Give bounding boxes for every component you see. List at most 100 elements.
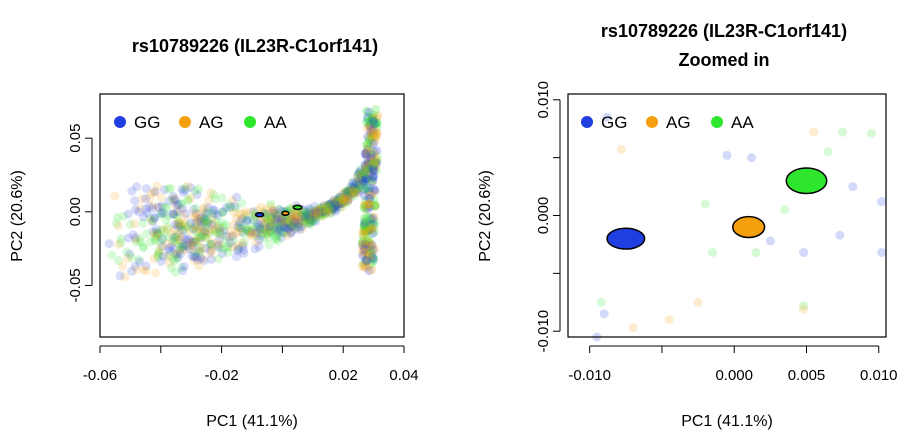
sample-point-aa: [312, 209, 322, 219]
sample-point-aa: [154, 246, 164, 256]
sample-point-ag: [203, 227, 213, 237]
sample-point-ag: [317, 209, 327, 219]
sample-point-aa: [305, 204, 315, 214]
sample-point-aa: [241, 224, 251, 234]
sample-point-gg: [799, 248, 809, 258]
panel-1-genotype-centroids: [254, 204, 303, 218]
sample-point-gg: [358, 251, 368, 261]
sample-point-ag: [369, 148, 379, 158]
sample-point-aa: [344, 183, 354, 193]
sample-point-aa: [365, 170, 375, 180]
sample-point-aa: [365, 134, 375, 144]
sample-point-aa: [328, 203, 338, 213]
sample-point-gg: [747, 153, 757, 163]
sample-point-aa: [361, 106, 371, 116]
sample-point-gg: [189, 204, 199, 214]
sample-point-aa: [360, 219, 370, 229]
sample-point-aa: [371, 166, 381, 176]
sample-point-ag: [693, 297, 703, 307]
sample-point-gg: [360, 159, 370, 169]
sample-point-ag: [335, 197, 345, 207]
sample-point-ag: [246, 229, 256, 239]
sample-point-gg: [189, 237, 199, 247]
sample-point-aa: [305, 216, 315, 226]
panel-1-sample-points: [104, 104, 383, 282]
sample-point-gg: [317, 203, 327, 213]
sample-point-aa: [168, 236, 178, 246]
sample-point-ag: [187, 239, 197, 249]
sample-point-aa: [348, 191, 358, 201]
sample-point-ag: [274, 210, 284, 220]
legend-marker-gg: [581, 116, 593, 128]
sample-point-aa: [199, 215, 209, 225]
sample-point-gg: [238, 241, 248, 251]
sample-point-gg: [237, 223, 247, 233]
sample-point-ag: [186, 241, 196, 251]
sample-point-gg: [156, 208, 166, 218]
sample-point-gg: [203, 218, 213, 228]
sample-point-gg: [330, 199, 340, 209]
panel-2-y-axis: -0.010 0.000 0.010: [535, 81, 561, 352]
sample-point-ag: [367, 157, 377, 167]
sample-point-ag: [207, 245, 217, 255]
sample-point-gg: [368, 176, 378, 186]
sample-point-aa: [180, 225, 190, 235]
sample-point-aa: [363, 233, 373, 243]
sample-point-gg: [150, 213, 160, 223]
sample-point-gg: [330, 200, 340, 210]
sample-point-gg: [340, 194, 350, 204]
legend-label-aa: AA: [264, 113, 287, 132]
sample-point-aa: [359, 170, 369, 180]
sample-point-aa: [324, 199, 334, 209]
sample-point-ag: [286, 217, 296, 227]
sample-point-ag: [132, 265, 142, 275]
sample-point-ag: [260, 222, 270, 232]
sample-point-gg: [306, 209, 316, 219]
sample-point-gg: [354, 168, 364, 178]
sample-point-aa: [155, 237, 165, 247]
sample-point-gg: [367, 240, 377, 250]
sample-point-aa: [255, 223, 265, 233]
sample-point-aa: [174, 218, 184, 228]
sample-point-aa: [367, 114, 377, 124]
sample-point-gg: [254, 235, 264, 245]
sample-point-ag: [196, 208, 206, 218]
sample-point-ag: [323, 205, 333, 215]
sample-point-gg: [366, 219, 376, 229]
sample-point-aa: [369, 220, 379, 230]
sample-point-ag: [367, 153, 377, 163]
sample-point-ag: [256, 202, 266, 212]
sample-point-gg: [206, 220, 216, 230]
panel-2-legend: GG AG AA: [581, 113, 754, 132]
sample-point-gg: [370, 119, 380, 129]
sample-point-gg: [173, 221, 183, 231]
sample-point-ag: [131, 234, 141, 244]
sample-point-aa: [176, 221, 186, 231]
sample-point-ag: [363, 123, 373, 133]
sample-point-aa: [257, 228, 267, 238]
sample-point-aa: [329, 202, 339, 212]
sample-point-aa: [369, 201, 379, 211]
panel-2-x-axis: -0.010 0.000 0.005 0.010: [568, 345, 898, 384]
legend-label-ag: AG: [666, 113, 691, 132]
legend-marker-aa: [244, 116, 256, 128]
sample-point-ag: [322, 202, 332, 212]
sample-point-ag: [313, 206, 323, 216]
sample-point-ag: [371, 126, 381, 136]
sample-point-aa: [367, 249, 377, 259]
sample-point-gg: [192, 190, 202, 200]
sample-point-aa: [264, 228, 274, 238]
sample-point-ag: [355, 183, 365, 193]
sample-point-ag: [193, 214, 203, 224]
sample-point-gg: [178, 242, 188, 252]
sample-point-aa: [328, 205, 338, 215]
sample-point-gg: [355, 174, 365, 184]
sample-point-aa: [331, 198, 341, 208]
sample-point-gg: [365, 202, 375, 212]
sample-point-aa: [217, 193, 227, 203]
sample-point-aa: [205, 228, 215, 238]
sample-point-aa: [239, 238, 249, 248]
sample-point-gg: [338, 190, 348, 200]
sample-point-gg: [181, 234, 191, 244]
sample-point-aa: [370, 200, 380, 210]
